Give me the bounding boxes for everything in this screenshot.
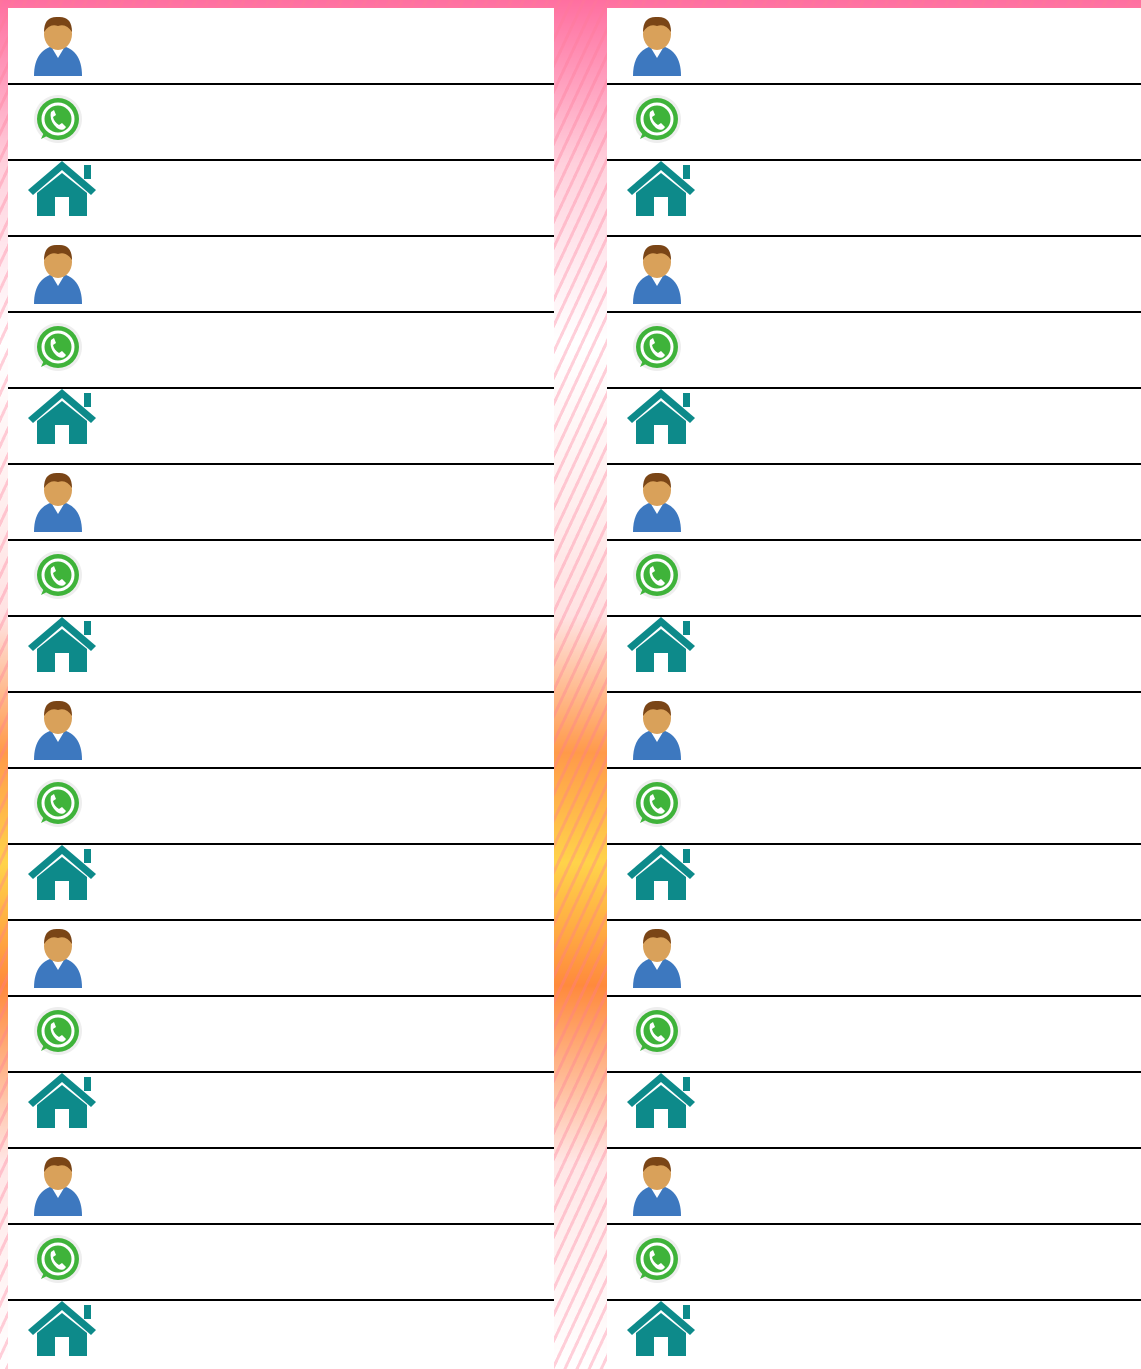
person-icon [633,17,681,76]
whatsapp-icon [34,323,82,371]
whatsapp-icon [633,323,681,371]
person-icon [34,929,82,988]
person-icon [34,473,82,532]
whatsapp-icon [633,1235,681,1283]
person-icon [34,701,82,760]
whatsapp-icon [34,1235,82,1283]
home-icon [28,617,96,672]
whatsapp-icon [34,779,82,827]
home-icon [627,1301,695,1356]
home-icon [627,161,695,216]
whatsapp-icon [633,779,681,827]
home-icon [627,1073,695,1128]
home-icon [28,845,96,900]
whatsapp-icon [633,551,681,599]
whatsapp-icon [34,1007,82,1055]
person-icon [633,929,681,988]
whatsapp-icon [633,95,681,143]
person-icon [633,701,681,760]
person-icon [633,1157,681,1216]
home-icon [627,617,695,672]
person-icon [34,1157,82,1216]
person-icon [633,245,681,304]
person-icon [34,17,82,76]
home-icon [28,1073,96,1128]
home-icon [28,389,96,444]
home-icon [627,389,695,444]
person-icon [34,245,82,304]
whatsapp-icon [34,551,82,599]
person-icon [633,473,681,532]
home-icon [28,161,96,216]
contact-sheet [0,0,1141,1369]
page [0,0,1141,1369]
whatsapp-icon [633,1007,681,1055]
home-icon [28,1301,96,1356]
home-icon [627,845,695,900]
whatsapp-icon [34,95,82,143]
